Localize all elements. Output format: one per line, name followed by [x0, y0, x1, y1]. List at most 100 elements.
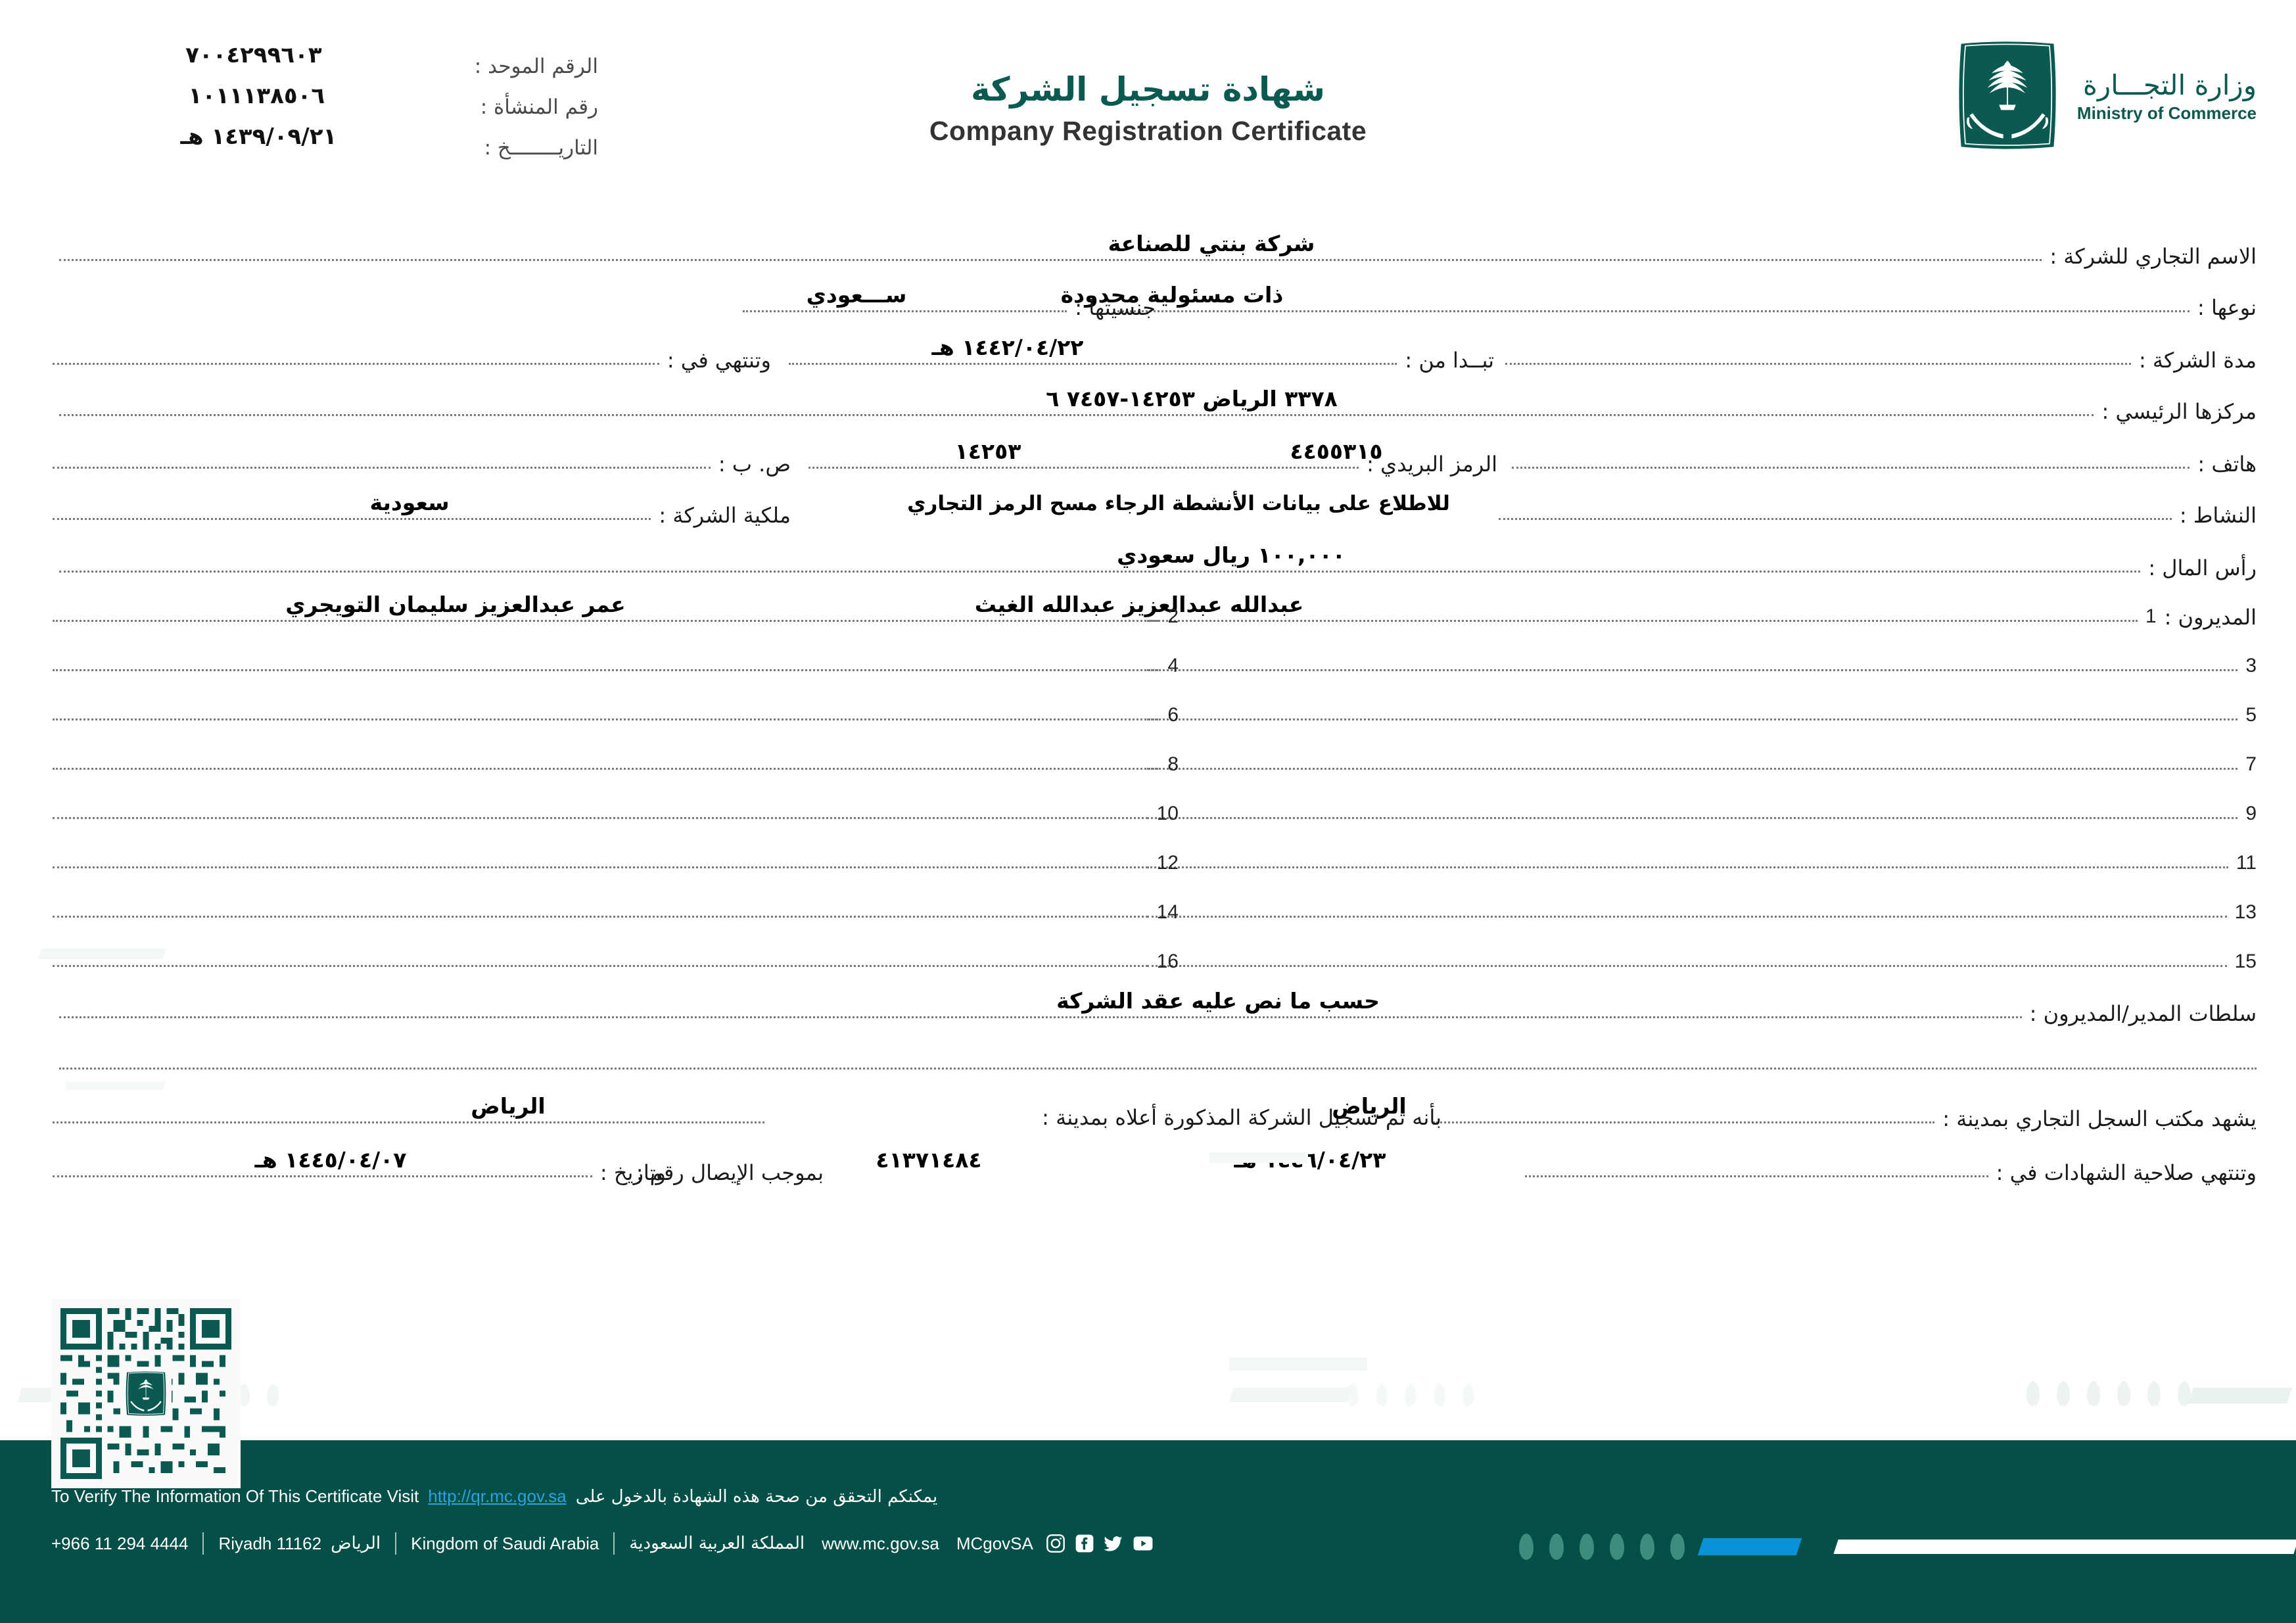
- manager-number: 6: [1167, 704, 1179, 726]
- deco-bar-white: [1833, 1540, 2296, 1554]
- manager-number: 14: [1156, 901, 1179, 923]
- header-field-label: الرقم الموحد :: [474, 55, 598, 79]
- dot-leader: [59, 1068, 2257, 1070]
- deco-leaf: [1580, 1534, 1594, 1560]
- dot-leader: [1147, 669, 2238, 671]
- dot-leader: [53, 817, 1148, 819]
- attestation-city2-value: الرياض: [471, 1093, 546, 1119]
- receipt-value: ٤١٣٧١٤٨٤: [876, 1147, 982, 1173]
- dot-leader: [53, 768, 1159, 770]
- verify-url-link[interactable]: http://qr.mc.gov.sa: [428, 1486, 567, 1506]
- footer-country-arabic: المملكة العربية السعودية: [629, 1534, 805, 1553]
- twitter-icon[interactable]: [1103, 1533, 1124, 1554]
- saudi-emblem-icon: [1955, 39, 2060, 154]
- youtube-icon[interactable]: [1132, 1533, 1154, 1554]
- footer-social-handle: MCgovSA: [956, 1533, 1033, 1553]
- receipt-date-value: ١٤٤٥/٠٤/٠٧ هـ: [254, 1147, 407, 1173]
- field-label: يشهد مكتب السجل التجاري بمدينة :: [1942, 1106, 2257, 1131]
- footer-website[interactable]: www.mc.gov.sa: [822, 1533, 939, 1553]
- deco-leaf: [1549, 1534, 1564, 1560]
- attestation-mid-label: بأنه تم تسجيل الشركة المذكورة أعلاه بمدي…: [1042, 1105, 1441, 1130]
- field-label: بموجب الإيصال رقم :: [636, 1160, 824, 1185]
- field-label: ملكية الشركة :: [659, 503, 791, 528]
- manager-number: 2: [1167, 605, 1179, 627]
- field-manager-powers: سلطات المدير/المديرون : حسب ما نص عليه ع…: [0, 974, 2296, 1025]
- deco-leaf: [1519, 1534, 1534, 1560]
- page-title-arabic: شهادة تسجيل الشركة: [971, 70, 1325, 108]
- manager-number: 4: [1167, 655, 1179, 676]
- dot-leader: [53, 1175, 592, 1177]
- certificate-header: الرقم الموحد : ٧٠٠٤٢٩٩٦٠٣ رقم المنشأة : …: [0, 0, 2296, 197]
- type-value: ذات مسئولية محدودة: [1060, 282, 1284, 308]
- field-label: مركزها الرئيسي :: [2101, 399, 2257, 424]
- dot-leader: [1512, 467, 2190, 469]
- manager-number: 9: [2245, 803, 2257, 824]
- field-label: وتنتهي في :: [667, 348, 771, 373]
- instagram-icon[interactable]: [1045, 1533, 1066, 1554]
- watermark-bar-mid: [1229, 1388, 1352, 1402]
- company-name-value: شركة بنتي للصناعة: [1108, 231, 1315, 256]
- watermark-smudge-1: [1229, 1357, 1367, 1371]
- verify-text-arabic: يمكنكم التحقق من صحة هذه الشهادة بالدخول…: [575, 1486, 938, 1507]
- dot-leader: [1147, 916, 2227, 918]
- field-label: نوعها :: [2197, 295, 2257, 320]
- footer-city-english: Riyadh 11162: [218, 1533, 322, 1553]
- manager-number: 3: [2245, 655, 2257, 676]
- divider: [395, 1532, 397, 1555]
- footer-decoration: [1519, 1534, 2296, 1560]
- facebook-icon[interactable]: [1074, 1533, 1095, 1554]
- dot-leader: [1147, 866, 2228, 868]
- footer-verify-line: To Verify The Information Of This Certif…: [51, 1486, 937, 1507]
- phone-value: ٤٤٥٥٣١٥: [1290, 438, 1383, 464]
- manager-number: 15: [2234, 951, 2257, 972]
- dot-leader: [53, 916, 1148, 918]
- page-title: شهادة تسجيل الشركة Company Registration …: [0, 69, 2296, 147]
- field-attestation: يشهد مكتب السجل التجاري بمدينة : الرياض …: [0, 1077, 2296, 1131]
- dot-leader: [53, 1121, 764, 1123]
- managers-row-4: 7 8: [0, 728, 2296, 777]
- activity-value: للاطلاع على بيانات الأنشطة الرجاء مسح ال…: [907, 492, 1450, 515]
- dot-leader: [53, 518, 651, 520]
- manager-number: 7: [2245, 753, 2257, 775]
- field-label: وتنتهي صلاحية الشهادات في :: [1996, 1160, 2257, 1185]
- ministry-logo-text: وزارة التجـــارة Ministry of Commerce: [2077, 70, 2257, 123]
- watermark-bar-right: [2188, 1388, 2292, 1403]
- manager-number: 13: [2234, 901, 2257, 923]
- watermark-leaves-mid: [1347, 1384, 1474, 1406]
- header-field-label: رقم المنشأة :: [480, 95, 598, 120]
- dot-leader: [1147, 620, 2138, 622]
- field-label: هاتف :: [2197, 452, 2257, 477]
- manager-number: 12: [1156, 852, 1179, 874]
- deco-bar-blue: [1697, 1538, 1802, 1555]
- managers-row-3: 5 6: [0, 678, 2296, 728]
- field-label: تبــدا من :: [1405, 348, 1494, 373]
- dot-leader: [1117, 310, 2190, 312]
- ownership-value: سعودية: [369, 490, 450, 515]
- duration-start-value: ١٤٤٢/٠٤/٢٢ هـ: [931, 335, 1084, 360]
- manager-name: عبدالله عبدالعزيز عبدالله الغيث: [974, 592, 1304, 617]
- field-label: رأس المال :: [2148, 555, 2257, 580]
- divider: [613, 1532, 615, 1555]
- manager-number: 8: [1167, 753, 1179, 775]
- header-field-value: ٧٠٠٤٢٩٩٦٠٣: [185, 42, 322, 68]
- dot-leader: [53, 866, 1148, 868]
- field-label: سلطات المدير/المديرون :: [2029, 1001, 2257, 1026]
- dot-leader: [1505, 363, 2131, 365]
- dot-leader: [1147, 718, 2238, 720]
- qr-code[interactable]: [51, 1299, 241, 1488]
- field-contact: هاتف : ٤٤٥٥٣١٥ الرمز البريدي : ١٤٢٥٣ ص. …: [0, 423, 2296, 476]
- managers-row-7: 13 14: [0, 876, 2296, 925]
- expiry-value: ١٤٤٦/٠٤/٢٣ هـ: [1234, 1147, 1386, 1173]
- verify-text-english: To Verify The Information Of This Certif…: [51, 1486, 419, 1506]
- managers-row-5: 9 10: [0, 777, 2296, 826]
- certificate-body: الاسم التجاري للشركة : شركة بنتي للصناعة…: [0, 217, 2296, 1185]
- field-expiry-receipt: وتنتهي صلاحية الشهادات في : ١٤٤٦/٠٤/٢٣ ه…: [0, 1131, 2296, 1185]
- watermark-leaves-right: [2027, 1381, 2191, 1406]
- dot-leader: [808, 467, 1359, 469]
- dot-leader: [1147, 768, 2238, 770]
- attestation-city-value: الرياض: [1332, 1093, 1407, 1119]
- field-headquarters: مركزها الرئيسي : ٣٣٧٨ الرياض ١٤٢٥٣-٧٤٥٧ …: [0, 372, 2296, 423]
- dot-leader: [53, 620, 1159, 622]
- dot-leader: [53, 363, 659, 365]
